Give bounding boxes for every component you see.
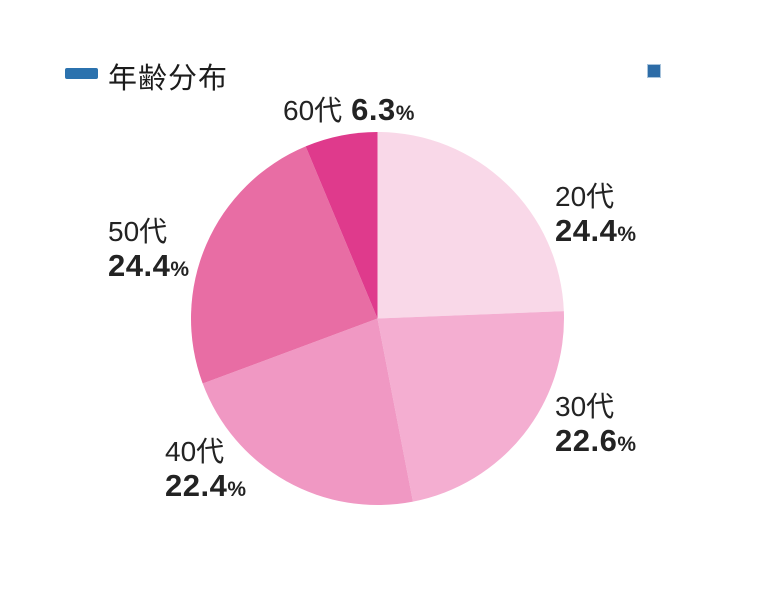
- slice-label-name: 40代: [165, 436, 225, 467]
- slice-label-unit: %: [617, 223, 637, 247]
- slice-label-60s: 60代 6.3%: [283, 92, 414, 128]
- slice-label-unit: %: [227, 478, 247, 502]
- slice-label-unit: %: [170, 258, 190, 282]
- slice-label-value-row: 24.4%: [108, 248, 189, 284]
- pie-chart: [191, 132, 564, 506]
- slice-label-value: 24.4: [108, 248, 171, 284]
- slice-label-value: 22.4: [165, 468, 228, 504]
- slice-label-name: 20代: [555, 181, 615, 212]
- pie-slice-60代: [305, 132, 378, 319]
- slice-label-20s: 20代 24.4%: [555, 181, 636, 249]
- slice-label-value-row: 24.4%: [555, 213, 636, 249]
- slice-label-value-row: 22.4%: [165, 468, 246, 504]
- slice-label-30s: 30代 22.6%: [555, 391, 636, 459]
- slice-label-name: 50代: [108, 216, 168, 247]
- title-accent-dash: [65, 68, 98, 79]
- slice-label-value: 22.6: [555, 423, 618, 459]
- slice-label-unit: %: [617, 433, 637, 457]
- slice-label-value-row: 22.6%: [555, 423, 636, 459]
- slice-label-50s: 50代 24.4%: [108, 216, 189, 284]
- slice-label-40s: 40代 22.4%: [165, 436, 246, 504]
- slice-label-value: 6.3: [351, 92, 396, 127]
- pie-slice-30代: [377, 311, 564, 502]
- pie-slice-50代: [191, 146, 378, 384]
- slice-label-name: 30代: [555, 391, 615, 422]
- slice-label-value: 24.4: [555, 213, 618, 249]
- corner-handle-square: [648, 65, 660, 77]
- slice-label-name: 60代: [283, 95, 343, 126]
- page-title: 年齢分布: [108, 63, 229, 95]
- slice-label-unit: %: [395, 102, 415, 125]
- pie-slice-20代: [377, 132, 564, 319]
- pie-slice-40代: [202, 318, 413, 506]
